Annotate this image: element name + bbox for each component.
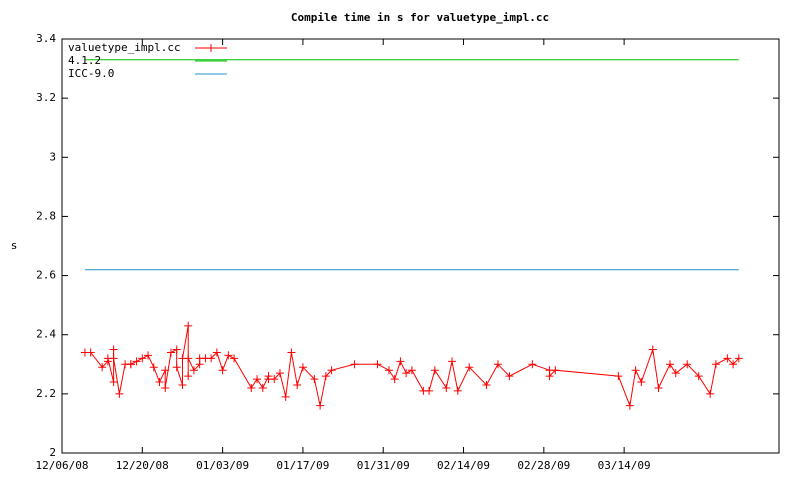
data-point (448, 357, 457, 366)
data-point (212, 348, 221, 357)
legend-label: 4.1.2 (68, 54, 101, 67)
data-point (224, 351, 233, 360)
data-point (407, 366, 416, 375)
data-point (161, 383, 170, 392)
data-point (396, 357, 405, 366)
data-point (528, 360, 537, 369)
data-point (293, 380, 302, 389)
y-tick-label: 2.6 (36, 269, 56, 282)
data-point (253, 375, 262, 384)
data-point (207, 354, 216, 363)
data-point (287, 348, 296, 357)
data-point (230, 354, 239, 363)
data-point (172, 363, 181, 372)
data-point (706, 389, 715, 398)
data-point (482, 380, 491, 389)
data-point (390, 375, 399, 384)
data-point (442, 383, 451, 392)
data-point (327, 366, 336, 375)
y-tick-label: 2 (49, 446, 56, 459)
x-tick-label: 01/03/09 (196, 459, 249, 472)
data-point (109, 354, 118, 363)
data-point (723, 354, 732, 363)
legend-label: ICC-9.0 (68, 67, 114, 80)
data-point (316, 401, 325, 410)
data-point (373, 360, 382, 369)
data-point (155, 378, 164, 387)
data-point (430, 366, 439, 375)
data-point (625, 401, 634, 410)
y-tick-label: 2.2 (36, 387, 56, 400)
data-point (275, 369, 284, 378)
series-line (84, 325, 740, 408)
x-tick-label: 03/14/09 (598, 459, 651, 472)
data-point (126, 360, 135, 369)
y-tick-label: 2.4 (36, 328, 56, 341)
plot-border (61, 38, 780, 454)
data-point (138, 354, 147, 363)
data-point (149, 363, 158, 372)
data-point (189, 366, 198, 375)
data-point (637, 378, 646, 387)
data-point (493, 360, 502, 369)
y-tick-label: 3.4 (36, 32, 56, 45)
x-tick-label: 02/14/09 (437, 459, 490, 472)
data-point (648, 345, 657, 354)
x-tick-label: 02/28/09 (517, 459, 570, 472)
data-point (161, 366, 170, 375)
data-point (218, 366, 227, 375)
data-point (425, 386, 434, 395)
data-point (98, 363, 107, 372)
x-tick-label: 01/17/09 (276, 459, 329, 472)
data-point (545, 372, 554, 381)
data-point (631, 366, 640, 375)
y-tick-label: 3 (49, 150, 56, 163)
data-point (115, 389, 124, 398)
data-point (465, 363, 474, 372)
data-point (734, 354, 743, 363)
legend-marker (207, 44, 215, 52)
data-point (614, 372, 623, 381)
data-point (729, 360, 738, 369)
data-point (109, 345, 118, 354)
data-point (109, 378, 118, 387)
data-point (86, 348, 95, 357)
chart-title: Compile time in s for valuetype_impl.cc (291, 11, 549, 24)
data-point (350, 360, 359, 369)
data-point (184, 354, 193, 363)
data-point (671, 369, 680, 378)
data-point (711, 360, 720, 369)
x-tick-label: 12/06/08 (36, 459, 89, 472)
data-point (184, 321, 193, 330)
data-point (551, 366, 560, 375)
x-tick-label: 01/31/09 (357, 459, 410, 472)
data-point (453, 386, 462, 395)
data-point (402, 369, 411, 378)
data-point (144, 351, 153, 360)
legend-label: valuetype_impl.cc (68, 41, 181, 54)
data-point (683, 360, 692, 369)
data-point (166, 348, 175, 357)
data-point (654, 383, 663, 392)
y-tick-label: 3.2 (36, 91, 56, 104)
data-point (505, 372, 514, 381)
data-point (258, 383, 267, 392)
data-point (132, 357, 141, 366)
data-point (694, 372, 703, 381)
data-point (310, 375, 319, 384)
data-point (384, 366, 393, 375)
data-point (172, 345, 181, 354)
data-point (321, 372, 330, 381)
data-point (281, 392, 290, 401)
data-point (247, 383, 256, 392)
y-tick-label: 2.8 (36, 209, 56, 222)
y-axis-label: s (11, 239, 18, 252)
x-tick-label: 12/20/08 (116, 459, 169, 472)
data-point (666, 360, 675, 369)
data-point (270, 375, 279, 384)
data-point (184, 372, 193, 381)
data-point (298, 363, 307, 372)
data-point (178, 380, 187, 389)
